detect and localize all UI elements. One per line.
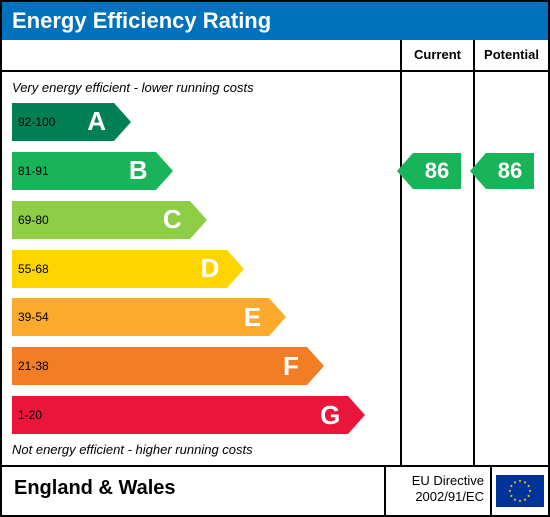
caption-bottom: Not energy efficient - higher running co… [2, 440, 400, 459]
band-range: 1-20 [12, 408, 42, 422]
band-letter: B [129, 155, 148, 186]
potential-rating-badge-value: 86 [486, 153, 534, 189]
band-row-g: 1-20 G [12, 396, 390, 434]
current-rating-badge-value: 86 [413, 153, 461, 189]
band-range: 39-54 [12, 310, 49, 324]
band-row-d: 55-68 D [12, 250, 390, 288]
band-range: 21-38 [12, 359, 49, 373]
column-header-row: Current Potential [2, 40, 548, 72]
bands-column: Very energy efficient - lower running co… [2, 72, 402, 465]
band-row-c: 69-80 C [12, 201, 390, 239]
col-head-current: Current [402, 40, 475, 70]
eu-flag-icon [496, 475, 544, 507]
band-range: 69-80 [12, 213, 49, 227]
directive-label: EU Directive [392, 473, 484, 489]
band-bar-a: 92-100 A [12, 103, 114, 141]
band-letter: A [87, 106, 106, 137]
eu-flag-cell [492, 467, 548, 515]
band-bar-g: 1-20 G [12, 396, 348, 434]
band-bar-c: 69-80 C [12, 201, 190, 239]
directive-code: 2002/91/EC [392, 489, 484, 505]
band-bar-d: 55-68 D [12, 250, 227, 288]
footer-row: England & Wales EU Directive 2002/91/EC [2, 467, 548, 515]
current-rating-badge: 86 [404, 153, 470, 189]
header-spacer [2, 40, 402, 70]
band-row-f: 21-38 F [12, 347, 390, 385]
col-head-potential: Potential [475, 40, 548, 70]
chart-body: Very energy efficient - lower running co… [2, 72, 548, 467]
band-letter: D [201, 253, 220, 284]
potential-column: 86 [475, 72, 548, 465]
band-row-e: 39-54 E [12, 298, 390, 336]
chart-title: Energy Efficiency Rating [2, 2, 548, 40]
epc-chart: Energy Efficiency Rating Current Potenti… [0, 0, 550, 517]
band-range: 81-91 [12, 164, 49, 178]
band-letter: C [163, 204, 182, 235]
band-letter: E [244, 302, 261, 333]
band-row-a: 92-100 A [12, 103, 390, 141]
directive-cell: EU Directive 2002/91/EC [386, 467, 492, 515]
region-label: England & Wales [2, 467, 386, 515]
band-bar-e: 39-54 E [12, 298, 269, 336]
bands-container: 92-100 A 81-91 B 69-80 C 55-68 D 39-54 E 21-38 F 1-2… [2, 97, 400, 440]
band-letter: F [283, 351, 299, 382]
caption-top: Very energy efficient - lower running co… [2, 78, 400, 97]
band-range: 92-100 [12, 115, 55, 129]
band-letter: G [320, 400, 340, 431]
band-range: 55-68 [12, 262, 49, 276]
band-bar-b: 81-91 B [12, 152, 156, 190]
potential-rating-badge: 86 [477, 153, 543, 189]
current-column: 86 [402, 72, 475, 465]
band-row-b: 81-91 B [12, 152, 390, 190]
band-bar-f: 21-38 F [12, 347, 307, 385]
